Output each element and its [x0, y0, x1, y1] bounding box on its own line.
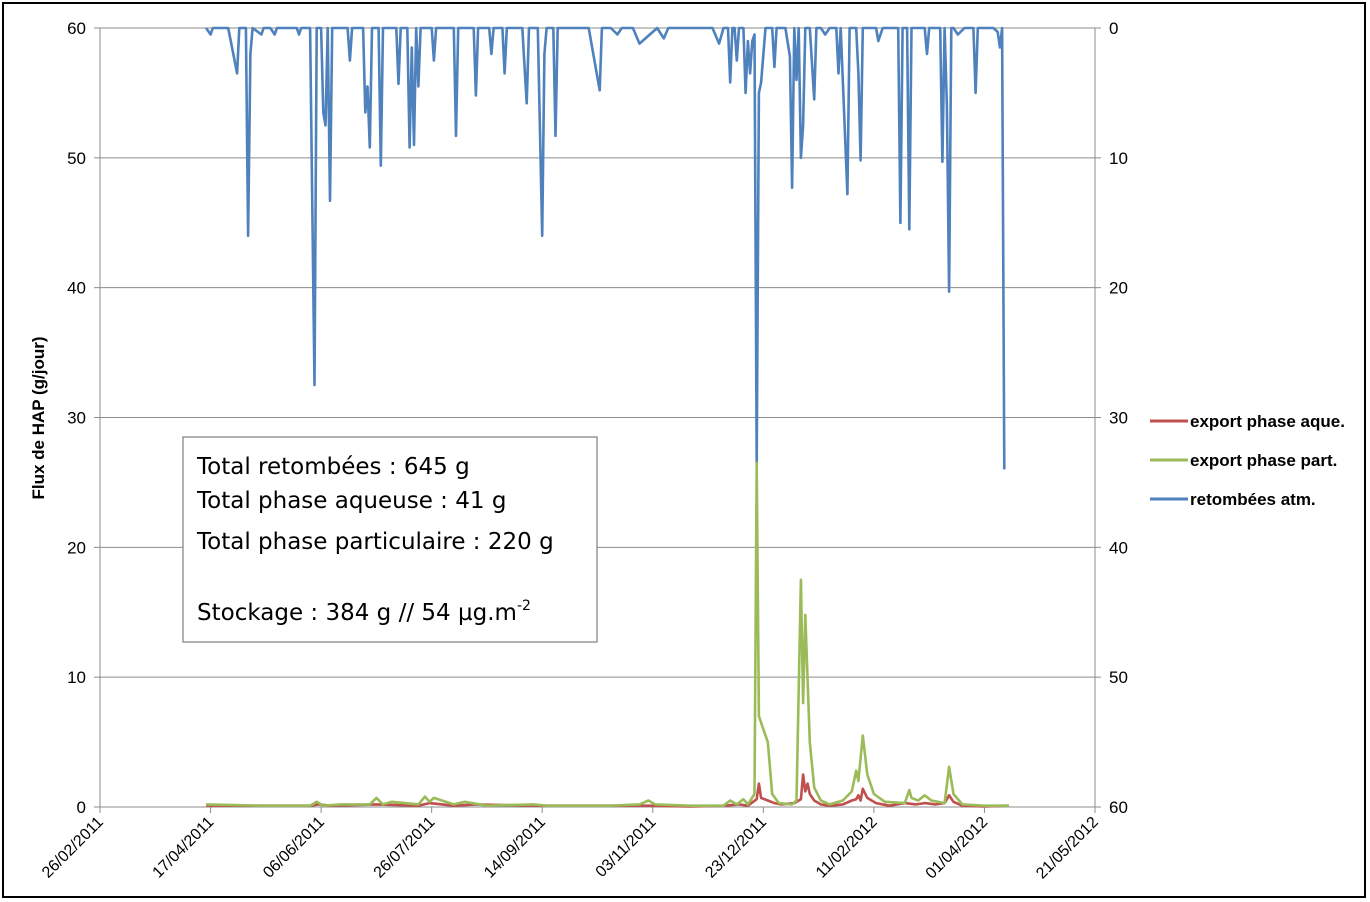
legend-label-aqueuse: export phase aque.: [1190, 412, 1345, 431]
annotation-line-3: Total phase particulaire : 220 g: [196, 529, 554, 555]
x-tick-label: 26/02/2011: [39, 814, 107, 882]
y-tick-label: 30: [67, 409, 86, 428]
x-tick-label: 01/04/2012: [923, 814, 992, 883]
series-line-aqueuse: [206, 773, 1009, 808]
annotation-line-5: Stockage : 384 g // 54 µg.m-2: [197, 598, 531, 626]
y2-tick-label: 0: [1109, 19, 1118, 38]
y-tick-label: 50: [67, 149, 86, 168]
y-tick-label: 0: [77, 798, 86, 817]
x-tick-label: 23/12/2011: [702, 814, 770, 882]
y-axis-label: Flux de HAP (g/jour): [29, 336, 48, 499]
y2-tick-label: 30: [1109, 409, 1128, 428]
x-tick-label: 11/02/2012: [813, 814, 881, 882]
x-tick-label: 17/04/2011: [150, 814, 218, 882]
y2-tick-label: 40: [1109, 538, 1128, 557]
x-tick-label: 14/09/2011: [481, 814, 549, 882]
y2-tick-label: 20: [1109, 279, 1128, 298]
y-tick-label: 10: [67, 668, 86, 687]
annotation-stockage-text: Stockage : 384 g // 54 µg.m: [197, 600, 517, 626]
x-tick-label: 06/06/2011: [260, 814, 328, 882]
annotation-line-1: Total retombées : 645 g: [196, 454, 470, 480]
y-tick-label: 60: [67, 19, 86, 38]
legend-label-retombees: retombées atm.: [1190, 490, 1316, 509]
annotation-box: Total retombées : 645 g Total phase aque…: [182, 436, 598, 643]
series-layer: [205, 26, 1009, 808]
legend-label-particulaire: export phase part.: [1190, 451, 1337, 470]
y-tick-label: 20: [67, 538, 86, 557]
annotation-line-2: Total phase aqueuse : 41 g: [196, 488, 506, 514]
annotation-superscript: -2: [517, 598, 531, 614]
legend: export phase aque. export phase part. re…: [1150, 412, 1345, 509]
y2-tick-label: 60: [1109, 798, 1128, 817]
x-tick-label: 21/05/2012: [1033, 814, 1102, 883]
y2-tick-label: 50: [1109, 668, 1128, 687]
series-line-retombees: [205, 26, 1006, 470]
x-tick-label: 03/11/2011: [593, 814, 660, 881]
x-tick-label: 26/07/2011: [371, 814, 439, 882]
series-line-particulaire: [206, 461, 1009, 808]
y2-tick-label: 10: [1109, 149, 1128, 168]
y-tick-label: 40: [67, 279, 86, 298]
